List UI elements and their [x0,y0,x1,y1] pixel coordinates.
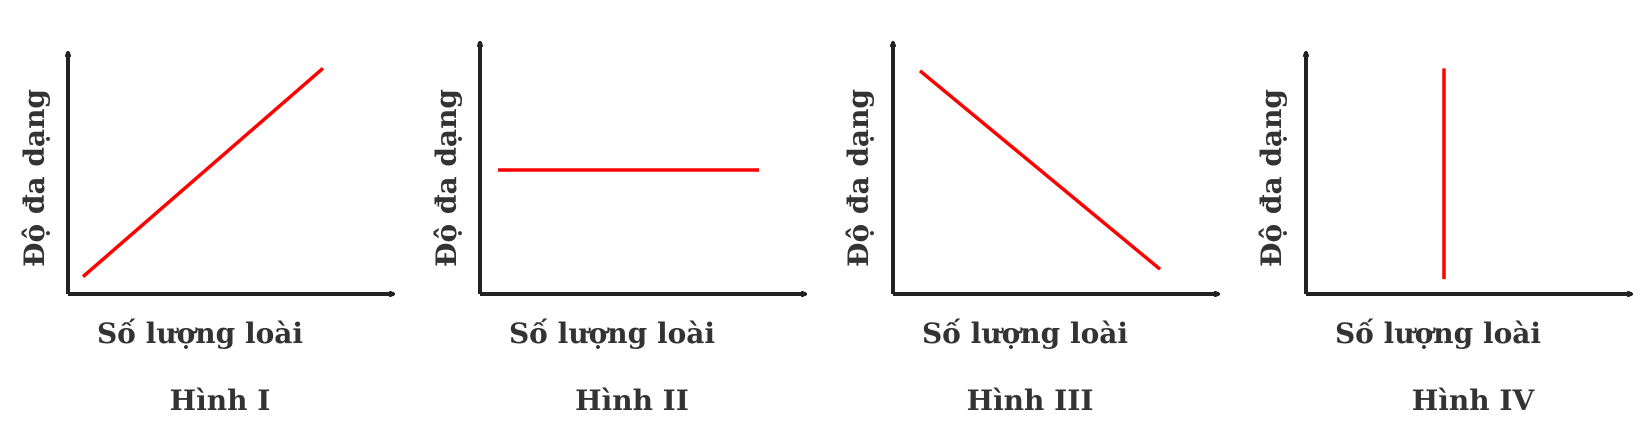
series-line [918,69,1162,271]
x-axis-label: Số lượng loài [509,317,715,350]
figure-caption: Hình I [170,384,271,417]
x-axis-label: Số lượng loài [922,317,1128,350]
y-axis-label: Độ đa dạng [18,89,51,267]
panel-hinh-iii: Độ đa dạng Số lượng loài Hình III [842,42,1219,417]
figure-caption: Hình IV [1412,384,1536,417]
y-axis-label: Độ đa dạng [430,89,463,267]
panel-hinh-i: Độ đa dạng Số lượng loài Hình I [18,52,394,417]
panel-hinh-iv: Độ đa dạng Số lượng loài Hình IV [1255,52,1632,417]
y-axis-label: Độ đa dạng [1255,89,1288,267]
x-axis-label: Số lượng loài [1335,317,1541,350]
panel-hinh-ii: Độ đa dạng Số lượng loài Hình II [430,42,806,417]
x-axis-label: Số lượng loài [97,317,303,350]
y-axis-label: Độ đa dạng [842,89,875,267]
series-line [81,66,325,278]
figure-caption: Hình III [967,384,1094,417]
figure-caption: Hình II [575,384,689,417]
